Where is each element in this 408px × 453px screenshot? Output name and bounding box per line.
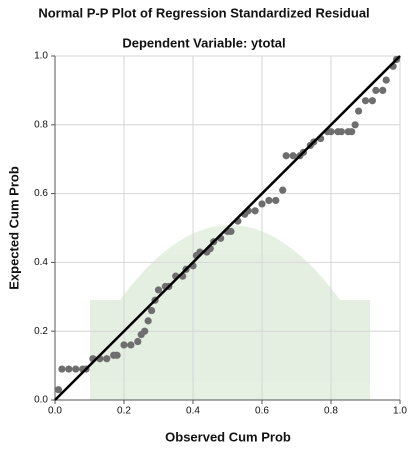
point [127, 341, 134, 348]
chart: Normal P-P Plot of Regression Standardiz… [0, 0, 408, 448]
point [383, 76, 390, 83]
point [114, 352, 121, 359]
point [283, 152, 290, 159]
point [338, 128, 345, 135]
point [372, 87, 379, 94]
point [145, 317, 152, 324]
point [272, 197, 279, 204]
x-axis-label: Observed Cum Prob [165, 429, 291, 444]
x-tick-label: 0.4 [186, 406, 200, 417]
y-tick-label: 1.0 [34, 51, 48, 62]
point [65, 365, 72, 372]
watermark [90, 225, 370, 400]
point [134, 338, 141, 345]
point [120, 341, 127, 348]
page: {"chart_data": { "type": "scatter", "tit… [0, 0, 408, 448]
watermark-base [90, 300, 370, 400]
point [369, 97, 376, 104]
point [265, 197, 272, 204]
point [252, 207, 259, 214]
y-tick-label: 0.2 [34, 326, 48, 337]
x-tick-label: 0.2 [117, 406, 131, 417]
point [379, 87, 386, 94]
x-tick-label: 0.6 [255, 406, 269, 417]
y-axis-label: Expected Cum Prob [6, 166, 21, 290]
x-tick-label: 0.0 [48, 406, 62, 417]
point [289, 152, 296, 159]
chart-subtitle: Dependent Variable: ytotal [122, 35, 285, 50]
point [141, 328, 148, 335]
point [148, 307, 155, 314]
point [258, 200, 265, 207]
chart-title: Normal P-P Plot of Regression Standardiz… [38, 5, 369, 20]
point [227, 228, 234, 235]
point [72, 365, 79, 372]
point [103, 355, 110, 362]
x-tick-label: 0.8 [324, 406, 338, 417]
point [352, 121, 359, 128]
y-tick-label: 0.6 [34, 188, 48, 199]
y-tick-label: 0.4 [34, 257, 48, 268]
point [327, 128, 334, 135]
point [355, 107, 362, 114]
y-tick-label: 0.8 [34, 119, 48, 130]
point [155, 286, 162, 293]
point [348, 128, 355, 135]
x-tick-label: 1.0 [393, 406, 407, 417]
point [362, 97, 369, 104]
point [58, 365, 65, 372]
y-tick-label: 0.0 [34, 395, 48, 406]
point [279, 187, 286, 194]
point [55, 386, 62, 393]
